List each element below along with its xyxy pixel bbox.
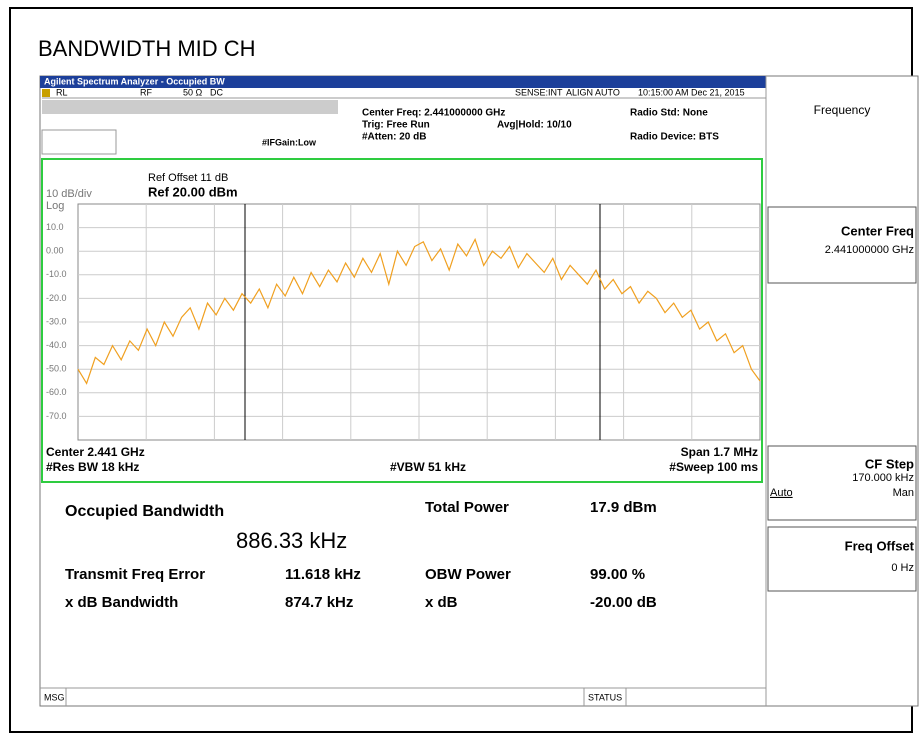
align: ALIGN AUTO [566, 87, 620, 97]
y-tick-label: -40.0 [46, 340, 67, 350]
softkey-label: CF Step [865, 456, 914, 471]
xdb-bw-label: x dB Bandwidth [65, 594, 178, 611]
status: STATUS [588, 692, 622, 702]
obw-value: 886.33 kHz [236, 528, 347, 553]
y-tick-label: -70.0 [46, 411, 67, 421]
y-tick-label: -60.0 [46, 387, 67, 397]
softkey-cf-step[interactable] [767, 445, 917, 521]
if-gain: #IFGain:Low [262, 137, 317, 147]
softkey-label: Center Freq [841, 223, 914, 238]
y-tick-label: -30.0 [46, 316, 67, 326]
span: Span 1.7 MHz [681, 445, 758, 459]
log: Log [46, 200, 64, 212]
softkey-value: 170.000 kHz [852, 472, 914, 484]
softkey-center-freq[interactable] [767, 206, 917, 284]
center: Center 2.441 GHz [46, 445, 145, 459]
softkey-label: Freq Offset [845, 538, 915, 553]
y-tick-label: -20.0 [46, 293, 67, 303]
gray-bar [42, 100, 338, 114]
menu-title: Frequency [814, 103, 871, 117]
center-freq: Center Freq: 2.441000000 GHz [362, 108, 505, 119]
y-tick-label: 10.0 [46, 222, 64, 232]
obw-power-label: OBW Power [425, 566, 511, 583]
y-tick-label: -50.0 [46, 364, 67, 374]
sweep: #Sweep 100 ms [669, 460, 758, 474]
softkeys: Frequency Center Freq 2.441000000 GHz CF… [765, 76, 917, 706]
ref-offset: Ref Offset 11 dB [148, 172, 228, 184]
atten: #Atten: 20 dB [362, 132, 426, 143]
rf: RF [140, 87, 152, 97]
time: 10:15:00 AM Dec 21, 2015 [638, 87, 745, 97]
tfe-value: 11.618 kHz [285, 566, 361, 583]
trace [77, 237, 761, 385]
ref-level: Ref 20.00 dBm [148, 184, 238, 199]
trig: Trig: Free Run [362, 120, 430, 131]
y-tick-label: 0.00 [46, 246, 64, 256]
xdb-value: -20.00 dB [590, 594, 657, 611]
msg: MSG [44, 692, 65, 702]
vbw: #VBW 51 kHz [390, 460, 466, 474]
box [41, 129, 117, 155]
obw-power-value: 99.00 % [590, 566, 645, 583]
softkey-value: 2.441000000 GHz [825, 244, 914, 256]
impedance: 50 Ω [183, 87, 203, 97]
y-tick-label: -10.0 [46, 269, 67, 279]
title-bar [40, 76, 766, 88]
softkey-freq-offset[interactable] [767, 526, 917, 592]
xdb-bw-value: 874.7 kHz [285, 594, 353, 611]
plot [77, 203, 761, 441]
total-power-label: Total Power [425, 499, 509, 516]
radio-device: Radio Device: BTS [630, 132, 719, 143]
radio-std: Radio Std: None [630, 108, 708, 119]
total-power-value: 17.9 dBm [590, 499, 657, 516]
coupling: DC [210, 87, 223, 97]
window-title: Agilent Spectrum Analyzer - Occupied BW [44, 76, 225, 86]
xdb-label: x dB [425, 594, 458, 611]
sense: SENSE:INT [515, 87, 563, 97]
graph-frame [41, 158, 763, 483]
scale: 10 dB/div [46, 188, 92, 200]
tfe-label: Transmit Freq Error [65, 566, 205, 583]
softkey-value: 0 Hz [891, 562, 914, 574]
status-row: RL RF 50 Ω DC SENSE:INT ALIGN AUTO 10:15… [42, 87, 766, 99]
res-bw: #Res BW 18 kHz [46, 460, 139, 474]
avg-hold: Avg|Hold: 10/10 [497, 120, 572, 131]
results: Occupied Bandwidth 886.33 kHz Total Powe… [65, 499, 657, 611]
page-title: BANDWIDTH MID CH [38, 36, 256, 61]
softkey-man: Man [893, 487, 914, 499]
obw-label: Occupied Bandwidth [65, 503, 224, 520]
icon [42, 89, 50, 97]
rl: RL [56, 87, 68, 97]
softkey-auto: Auto [770, 487, 793, 499]
